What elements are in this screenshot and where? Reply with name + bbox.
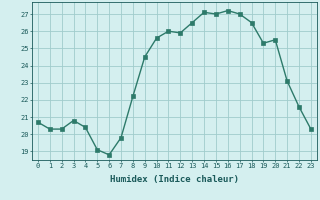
X-axis label: Humidex (Indice chaleur): Humidex (Indice chaleur) bbox=[110, 175, 239, 184]
